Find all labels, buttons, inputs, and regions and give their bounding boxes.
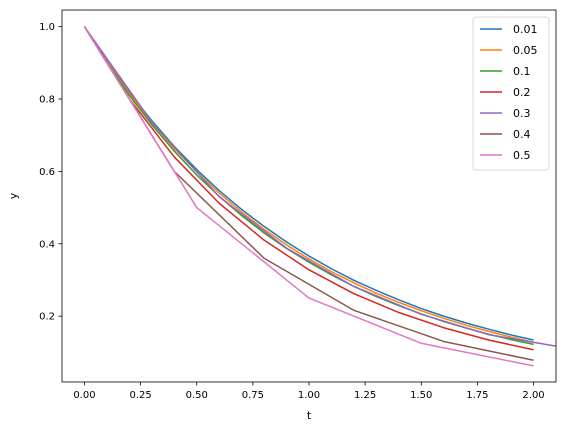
legend-label: 0.1 xyxy=(513,65,531,78)
y-axis-ticks: 0.2 0.4 0.6 0.8 1.0 xyxy=(39,22,62,323)
y-tick-label: 0.8 xyxy=(39,95,55,106)
y-tick-label: 1.0 xyxy=(39,22,55,33)
y-tick-label: 0.6 xyxy=(39,167,55,178)
x-tick-label: 0.00 xyxy=(73,390,95,401)
y-axis-label: y xyxy=(7,192,20,199)
series-line-1 xyxy=(83,26,534,343)
series-line-6 xyxy=(83,26,534,367)
y-tick-label: 0.4 xyxy=(39,239,55,250)
x-tick-label: 1.75 xyxy=(466,390,488,401)
x-axis-label: t xyxy=(307,409,312,422)
x-tick-label: 1.25 xyxy=(354,390,376,401)
legend-label: 0.2 xyxy=(513,86,531,99)
x-axis-ticks: 0.00 0.25 0.50 0.75 1.00 1.25 1.50 1.75 2.00 xyxy=(73,382,545,401)
legend-label: 0.01 xyxy=(513,23,538,36)
y-tick-label: 0.2 xyxy=(39,312,55,323)
legend-label: 0.4 xyxy=(513,128,531,141)
x-tick-label: 0.25 xyxy=(129,390,151,401)
series-line-2 xyxy=(83,26,534,346)
series-line-3 xyxy=(83,26,534,351)
series-line-0 xyxy=(83,26,534,341)
x-tick-label: 1.00 xyxy=(298,390,320,401)
legend-label: 0.05 xyxy=(513,44,538,57)
legend-label: 0.5 xyxy=(513,149,531,162)
legend-box xyxy=(472,16,550,171)
legend: 0.01 0.05 0.1 0.2 0.3 0.4 0.5 xyxy=(472,16,550,171)
legend-label: 0.3 xyxy=(513,107,531,120)
x-tick-label: 2.00 xyxy=(522,390,544,401)
x-tick-label: 0.75 xyxy=(242,390,264,401)
series-line-5 xyxy=(83,26,534,362)
series-line-4 xyxy=(83,26,556,347)
plot-lines xyxy=(83,26,556,367)
x-tick-label: 1.50 xyxy=(410,390,432,401)
x-tick-label: 0.50 xyxy=(186,390,208,401)
